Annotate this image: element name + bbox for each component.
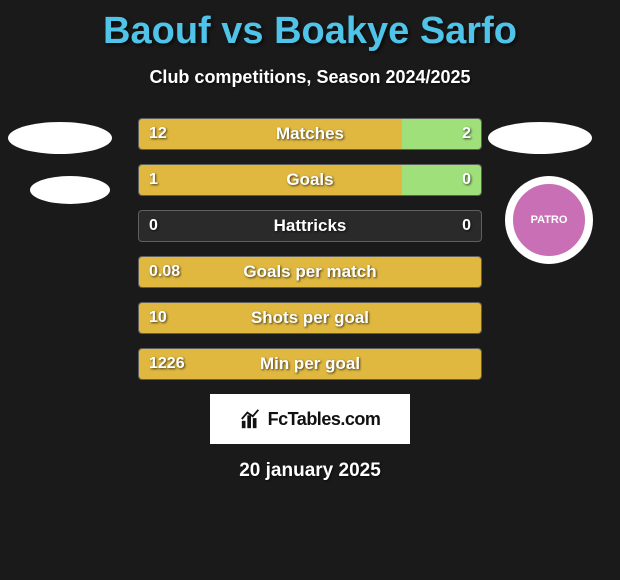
left-badge-2	[30, 176, 110, 204]
right-club-badge: PATRO	[505, 176, 593, 264]
stat-row: 1226Min per goal	[138, 348, 482, 380]
right-badge-1	[488, 122, 592, 154]
stats-container: 12Matches2 1Goals0 0Hattricks0 0.08Goals pe…	[138, 118, 482, 380]
brand-text: FcTables.com	[268, 409, 381, 430]
brand-bars-icon	[240, 408, 262, 430]
stat-row: 0.08Goals per match	[138, 256, 482, 288]
stat-bar-left	[139, 257, 481, 287]
stat-row: 12Matches2	[138, 118, 482, 150]
stat-bar-left	[139, 303, 481, 333]
stat-bar-right	[402, 165, 481, 195]
stat-value-left: 0	[149, 211, 158, 241]
stat-bar-left	[139, 119, 402, 149]
stat-bar-left	[139, 165, 402, 195]
left-badge-1	[8, 122, 112, 154]
stat-bar-right	[402, 119, 481, 149]
page-title: Baouf vs Boakye Sarfo	[0, 0, 620, 53]
stat-label: Hattricks	[139, 211, 481, 241]
stat-bar-left	[139, 349, 481, 379]
subtitle: Club competitions, Season 2024/2025	[0, 67, 620, 88]
brand-box: FcTables.com	[210, 394, 410, 444]
stat-row: 0Hattricks0	[138, 210, 482, 242]
stat-row: 10Shots per goal	[138, 302, 482, 334]
right-club-label: PATRO	[511, 182, 587, 258]
date-text: 20 january 2025	[0, 460, 620, 482]
stat-value-right: 0	[462, 211, 471, 241]
stat-row: 1Goals0	[138, 164, 482, 196]
